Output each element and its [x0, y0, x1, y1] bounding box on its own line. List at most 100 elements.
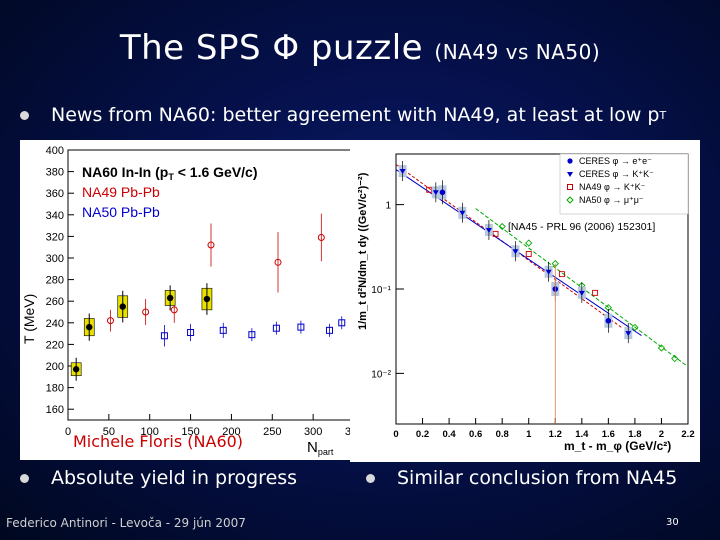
na49-point — [142, 308, 150, 316]
na50-point — [272, 324, 280, 332]
y-tick-label: 380 — [46, 167, 64, 179]
bullet-1: News from NA60: better agreement with NA… — [20, 104, 666, 126]
bullet-1-text: News from NA60: better agreement with NA… — [51, 104, 660, 126]
title-main: The SPS Φ puzzle — [119, 28, 424, 68]
x-tick-label: 200 — [222, 426, 240, 438]
x-tick-label: 50 — [103, 426, 115, 438]
na50-point — [657, 344, 666, 352]
y-tick-label: 160 — [46, 404, 64, 416]
x-tick-label: 0.2 — [416, 429, 429, 440]
right-xlabel: m_t - m_φ (GeV/c²) — [564, 439, 671, 453]
bullet-3: Similar conclusion from NA45 — [366, 467, 677, 489]
legend-marker-na50 — [566, 196, 574, 204]
ceres-kk-point — [485, 228, 492, 234]
ceres-kk-point — [625, 331, 632, 337]
na50-point — [325, 326, 333, 334]
legend-na49: NA49 Pb-Pb — [82, 184, 160, 200]
legend-na60: NA60 In-In (pT < 1.6 GeV/c) — [82, 164, 258, 182]
right-plot-panel: 0 0.2 0.4 0.6 0.8 1 1.2 1.4 1.6 1.8 2 2.2 10⁻² 10⁻¹ 1 … — [350, 140, 700, 462]
x-tick-label: 0.6 — [469, 429, 482, 440]
slide-title: The SPS Φ puzzle (NA49 vs NA50) — [0, 28, 720, 68]
x-tick-label: 0.8 — [496, 429, 509, 440]
na60-point — [166, 294, 174, 302]
na49-point — [170, 306, 178, 314]
x-tick-label: 1.4 — [575, 429, 589, 440]
bullet-2: Absolute yield in progress — [20, 467, 297, 489]
left-xlabel-main: N — [307, 439, 318, 456]
x-tick-label: 150 — [181, 426, 199, 438]
right-plot-marks — [395, 161, 689, 424]
legend-marker-ceres-kk — [567, 172, 573, 177]
x-tick-label: 2 — [659, 429, 664, 440]
na50-point — [187, 329, 195, 337]
x-tick-label: 100 — [141, 426, 159, 438]
y-tick-label: 180 — [46, 383, 64, 395]
left-xlabel-sub: part — [318, 447, 334, 457]
y-tick-label: 360 — [46, 188, 64, 200]
footer-text: Federico Antinori - Levoča - 29 jún 2007 — [6, 516, 246, 530]
na50-point — [671, 354, 679, 363]
right-reference: [NA45 - PRL 96 (2006) 152301] — [508, 221, 655, 233]
y-tick-label: 220 — [46, 339, 64, 351]
left-plot-marks — [70, 213, 346, 381]
y-tick-label: 1 — [385, 201, 391, 212]
ceres-kk-point — [578, 290, 585, 296]
y-tick-label: 240 — [46, 318, 64, 330]
x-tick-label: 0 — [65, 426, 71, 438]
left-plot-svg: 0501001502002503003501601802002202402602… — [21, 145, 363, 457]
bullet-dot-icon — [20, 473, 29, 483]
x-tick-label: 1.6 — [602, 429, 615, 440]
legend-marker-na49 — [567, 184, 573, 190]
na49-point — [274, 258, 282, 266]
na49-point — [106, 317, 114, 325]
legend-label: CERES φ → K⁺K⁻ — [579, 169, 654, 179]
legend-label: NA49 φ → K⁺K⁻ — [579, 182, 646, 192]
left-plot-panel: 0501001502002503003501601802002202402602… — [20, 140, 363, 460]
y-tick-label: 300 — [46, 253, 64, 265]
na50-point — [160, 332, 168, 340]
na50-point — [248, 331, 256, 339]
x-tick-label: 0.4 — [442, 429, 456, 440]
ceres-kk-point — [545, 269, 552, 275]
left-xlabel: Npart — [307, 439, 334, 457]
na49-point — [592, 289, 599, 296]
page-number: 30 — [666, 517, 679, 528]
x-tick-label: 2.2 — [681, 429, 694, 440]
left-plot-credit: Michele Floris (NA60) — [73, 432, 244, 451]
ceres-kk-point — [432, 190, 439, 196]
legend-na60-tail: < 1.6 GeV/c) — [174, 164, 258, 180]
na49-point — [207, 241, 215, 249]
x-tick-label: 1.8 — [628, 429, 641, 440]
x-tick-label: 300 — [304, 426, 322, 438]
na50-point — [631, 323, 639, 332]
na60-point — [86, 323, 93, 331]
y-tick-label: 10⁻¹ — [371, 285, 391, 296]
ceres-kk-point — [512, 249, 519, 255]
y-tick-label: 200 — [46, 361, 64, 373]
na60-point — [119, 303, 126, 310]
legend-na50: NA50 Pb-Pb — [82, 204, 160, 220]
right-plot-axes: 0 0.2 0.4 0.6 0.8 1 1.2 1.4 1.6 1.8 2 2.2 10⁻² 10⁻¹ 1 — [371, 201, 694, 440]
x-tick-label: 250 — [263, 426, 281, 438]
na50-point — [338, 319, 346, 327]
left-ylabel: T (MeV) — [21, 294, 37, 344]
na49-point — [492, 230, 499, 237]
left-plot-frame — [67, 149, 355, 421]
na49-point — [317, 233, 325, 241]
x-tick-label: 1 — [526, 429, 532, 440]
ceres-kk-point — [459, 210, 466, 216]
na60-point — [72, 366, 80, 373]
y-tick-label: 400 — [46, 145, 64, 157]
bullet-2-text: Absolute yield in progress — [51, 467, 298, 489]
y-tick-label: 10⁻² — [371, 369, 391, 380]
na49-point — [525, 251, 532, 257]
legend-na60-text: NA60 In-In (p — [82, 164, 168, 180]
bullet-3-text: Similar conclusion from NA45 — [397, 467, 678, 489]
ceres-ee-point — [605, 317, 612, 324]
na49-point — [426, 186, 433, 193]
ceres-kk-point — [399, 169, 406, 175]
legend-marker-ceres-ee — [567, 158, 573, 164]
na60-point — [203, 295, 211, 303]
x-tick-label: 0 — [393, 429, 398, 440]
na50-point — [498, 222, 506, 231]
